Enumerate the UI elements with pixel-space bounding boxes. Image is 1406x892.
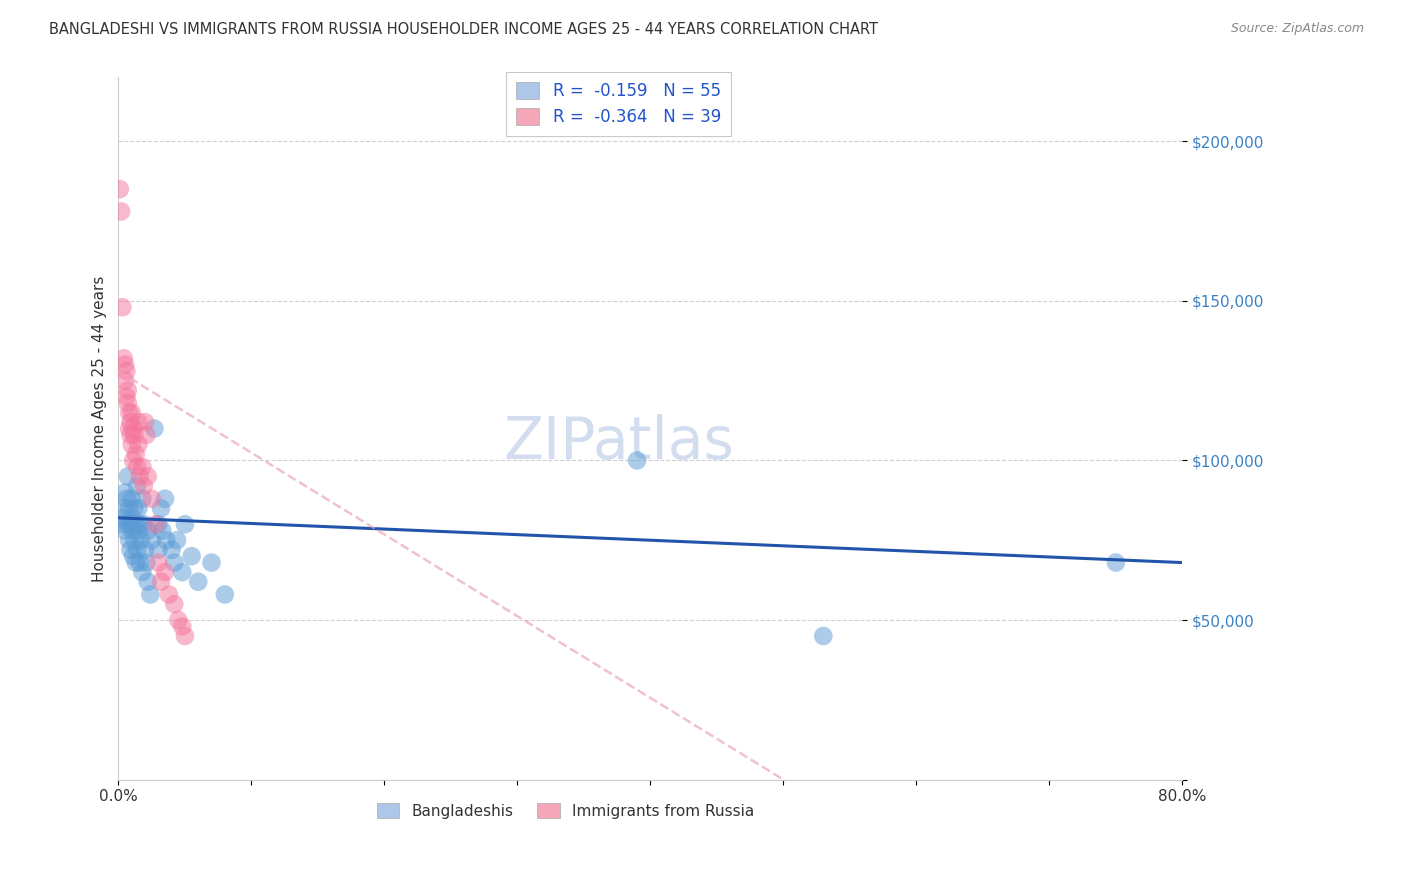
- Point: [148, 542, 170, 557]
- Point: [626, 453, 648, 467]
- Point: [125, 556, 148, 570]
- Point: [141, 533, 163, 548]
- Point: [122, 549, 145, 564]
- Point: [115, 390, 138, 404]
- Point: [174, 629, 197, 643]
- Point: [145, 517, 167, 532]
- Point: [153, 565, 176, 579]
- Text: ZIPatlas: ZIPatlas: [503, 414, 734, 471]
- Point: [117, 383, 139, 397]
- Point: [114, 374, 136, 388]
- Point: [112, 351, 135, 366]
- Point: [174, 517, 197, 532]
- Point: [125, 479, 148, 493]
- Point: [124, 501, 146, 516]
- Point: [136, 469, 159, 483]
- Point: [114, 524, 136, 538]
- Text: BANGLADESHI VS IMMIGRANTS FROM RUSSIA HOUSEHOLDER INCOME AGES 25 - 44 YEARS CORR: BANGLADESHI VS IMMIGRANTS FROM RUSSIA HO…: [49, 22, 879, 37]
- Point: [118, 501, 141, 516]
- Point: [112, 501, 135, 516]
- Point: [125, 542, 148, 557]
- Point: [813, 629, 835, 643]
- Point: [121, 491, 143, 506]
- Point: [117, 517, 139, 532]
- Point: [160, 542, 183, 557]
- Point: [163, 556, 186, 570]
- Point: [131, 491, 153, 506]
- Point: [125, 459, 148, 474]
- Point: [157, 587, 180, 601]
- Point: [121, 437, 143, 451]
- Point: [129, 533, 152, 548]
- Point: [150, 574, 173, 589]
- Point: [135, 428, 157, 442]
- Point: [111, 300, 134, 314]
- Point: [150, 501, 173, 516]
- Point: [125, 447, 148, 461]
- Point: [143, 421, 166, 435]
- Point: [121, 511, 143, 525]
- Point: [111, 511, 134, 525]
- Point: [124, 533, 146, 548]
- Point: [114, 485, 136, 500]
- Point: [166, 533, 188, 548]
- Point: [122, 524, 145, 538]
- Point: [120, 415, 142, 429]
- Point: [108, 182, 131, 196]
- Point: [118, 406, 141, 420]
- Point: [172, 619, 194, 633]
- Point: [128, 517, 150, 532]
- Point: [134, 542, 156, 557]
- Point: [120, 428, 142, 442]
- Point: [132, 517, 155, 532]
- Point: [180, 549, 202, 564]
- Point: [120, 542, 142, 557]
- Point: [127, 501, 149, 516]
- Point: [148, 556, 170, 570]
- Point: [139, 587, 162, 601]
- Point: [131, 565, 153, 579]
- Point: [118, 421, 141, 435]
- Point: [117, 396, 139, 410]
- Point: [127, 437, 149, 451]
- Point: [115, 491, 138, 506]
- Point: [128, 469, 150, 483]
- Point: [121, 406, 143, 420]
- Point: [120, 517, 142, 532]
- Point: [122, 453, 145, 467]
- Point: [136, 574, 159, 589]
- Point: [1105, 556, 1128, 570]
- Point: [127, 415, 149, 429]
- Point: [114, 358, 136, 372]
- Point: [110, 517, 132, 532]
- Point: [127, 524, 149, 538]
- Point: [148, 517, 170, 532]
- Point: [115, 364, 138, 378]
- Point: [124, 428, 146, 442]
- Point: [131, 459, 153, 474]
- Point: [141, 491, 163, 506]
- Point: [214, 587, 236, 601]
- Point: [153, 491, 176, 506]
- Point: [110, 204, 132, 219]
- Y-axis label: Householder Income Ages 25 - 44 years: Householder Income Ages 25 - 44 years: [93, 276, 107, 582]
- Point: [187, 574, 209, 589]
- Point: [118, 533, 141, 548]
- Point: [135, 556, 157, 570]
- Point: [163, 597, 186, 611]
- Legend: Bangladeshis, Immigrants from Russia: Bangladeshis, Immigrants from Russia: [370, 797, 761, 824]
- Point: [172, 565, 194, 579]
- Point: [117, 469, 139, 483]
- Point: [132, 479, 155, 493]
- Point: [200, 556, 222, 570]
- Point: [155, 533, 177, 548]
- Point: [134, 415, 156, 429]
- Point: [122, 421, 145, 435]
- Point: [136, 524, 159, 538]
- Point: [125, 517, 148, 532]
- Point: [128, 556, 150, 570]
- Point: [150, 524, 173, 538]
- Text: Source: ZipAtlas.com: Source: ZipAtlas.com: [1230, 22, 1364, 36]
- Point: [167, 613, 190, 627]
